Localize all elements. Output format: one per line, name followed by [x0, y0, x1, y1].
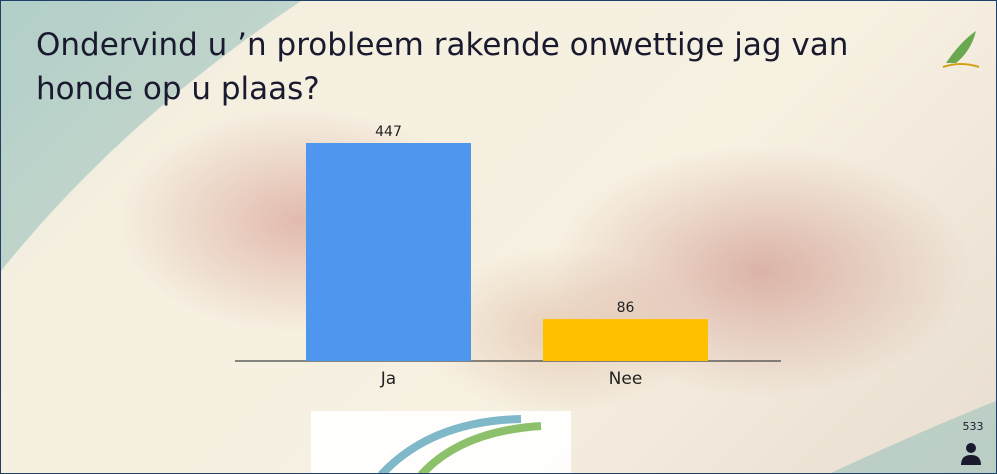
bar — [306, 143, 471, 361]
corner-decoration — [831, 401, 996, 473]
x-tick-label: Nee — [609, 369, 643, 389]
participant-count: 533 — [963, 420, 984, 433]
corner-decoration — [1, 1, 301, 271]
participant-icon — [961, 443, 981, 465]
bottom-logo — [311, 411, 571, 473]
bar — [543, 319, 708, 361]
value-label: 86 — [617, 300, 635, 316]
value-label: 447 — [375, 124, 402, 140]
chart-title: Ondervind u ’n probleem rakende onwettig… — [36, 27, 849, 107]
x-tick-label: Ja — [380, 369, 396, 389]
logo — [942, 31, 980, 68]
